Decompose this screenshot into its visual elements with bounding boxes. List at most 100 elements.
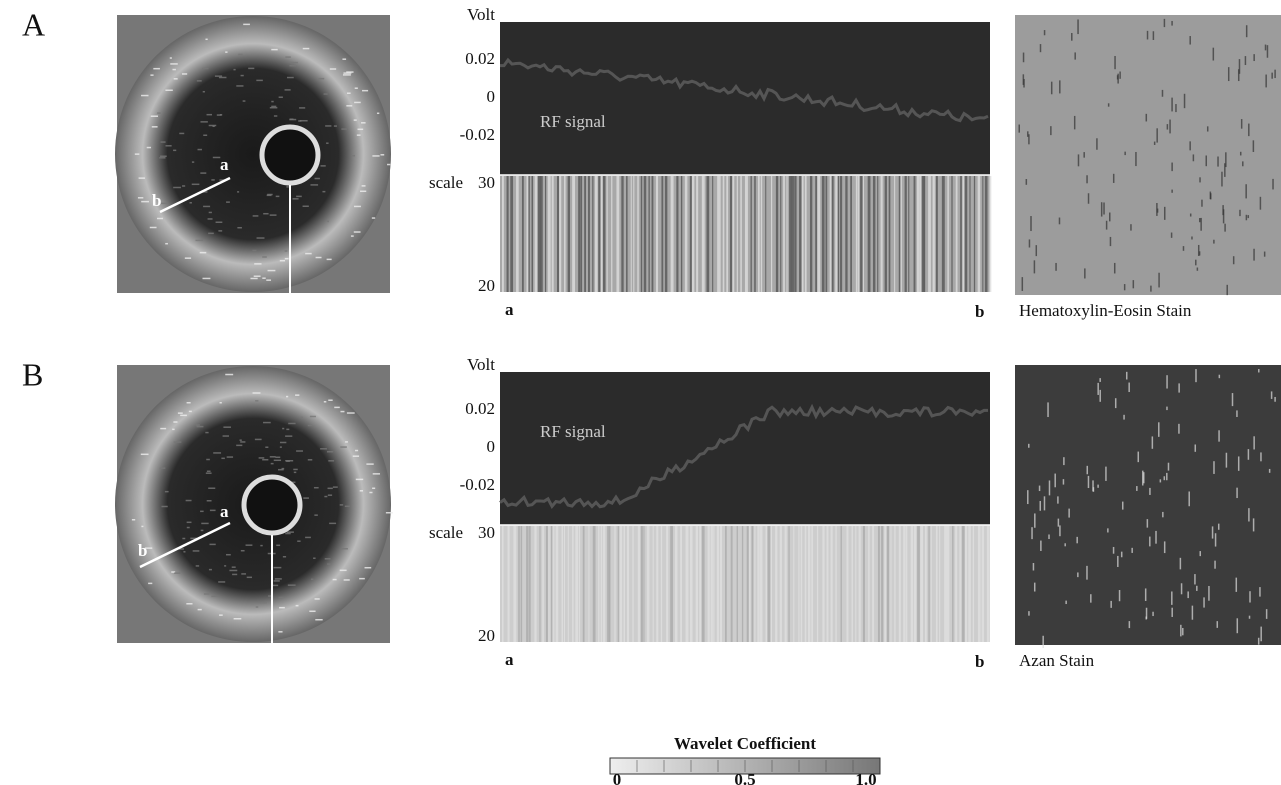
scalogram-stripe [632,526,634,642]
speckle [240,441,246,443]
volt-label: Volt [467,5,495,24]
speckle [315,618,323,621]
speckle [245,544,253,546]
speckle [276,544,281,547]
stain-fiber [1265,74,1267,88]
stain-fiber [1248,615,1251,619]
scalogram-stripe [794,176,797,292]
stain-fiber [1087,193,1090,204]
speckle [266,194,272,197]
scalogram-stripe [837,176,840,292]
scalogram-stripe [881,526,884,642]
range-end: b [975,652,984,671]
scalogram-stripe [921,176,925,292]
stain-fiber [1158,422,1160,437]
speckle [150,115,159,117]
speckle [273,459,282,462]
speckle [233,68,236,71]
scalogram-stripe [783,176,785,292]
stain-fiber [1166,124,1169,130]
scalogram-stripe [670,176,674,292]
stain-fiber [1196,585,1198,591]
scalogram-stripe [804,526,807,642]
speckle [309,415,316,418]
speckle [203,205,211,208]
speckle [269,106,278,109]
speckle [260,544,263,547]
stain-fiber [1028,611,1030,616]
stain-fiber [1107,528,1109,533]
speckle [346,105,353,107]
scalogram-stripe [964,176,968,292]
stain-fiber [1225,152,1227,168]
scale-tick: 30 [478,523,495,542]
scalogram-stripe [736,176,738,292]
stain-fiber [1217,523,1220,530]
colorbar: Wavelet Coefficient 0 0.5 1.0 [609,734,881,785]
signal-label: RF signal [540,422,606,441]
scalogram-stripe [656,526,659,642]
scalogram-stripe [858,526,861,642]
speckle [208,124,217,127]
speckle [208,211,212,214]
stain-fiber [1237,69,1240,82]
scalogram-stripe [884,526,887,642]
stain-fiber [1244,56,1247,66]
stain-fiber [1022,74,1025,85]
stain-fiber [1062,479,1065,485]
stain-fiber [1258,369,1260,373]
stain-fiber [1216,621,1219,628]
speckle [289,118,294,120]
stain-fiber [1236,618,1239,634]
speckle [305,252,312,255]
stain-fiber [1144,588,1147,601]
speckle [284,250,288,252]
scale-tick: 30 [478,173,495,192]
stain-fiber [1068,508,1070,518]
speckle [285,435,293,437]
speckle [134,153,140,155]
speckle [385,512,393,514]
stain-fiber [1058,217,1061,225]
speckle [345,441,348,443]
stain-fiber [1047,402,1049,418]
scalogram-stripe [507,526,510,642]
speckle [196,425,204,428]
speckle [219,179,226,181]
speckle [224,565,227,567]
scalogram-stripe [564,176,566,292]
speckle [231,566,236,568]
stain-fiber [1183,93,1186,109]
scalogram-stripe [600,526,603,642]
speckle [326,142,329,144]
stain-fiber [1171,20,1173,26]
volt-tick: 0 [487,87,496,106]
speckle [209,509,216,512]
stain-fiber [1163,541,1166,554]
speckle [209,543,216,546]
scalogram-stripe [741,526,744,642]
stain-fiber [1152,611,1154,617]
scalogram-stripe [526,176,529,292]
stain-fiber [1166,375,1168,389]
speckle [252,392,261,394]
stain-fiber [1087,475,1090,489]
rf-signal-image [500,372,990,525]
scalogram-stripe [506,176,509,292]
stain-fiber [1264,44,1267,51]
scalogram-stripe [750,176,752,292]
stain-fiber [1146,519,1149,528]
speckle [164,490,169,493]
stain-fiber [1057,518,1060,527]
speckle [237,191,240,193]
scalogram-stripe [904,176,907,292]
scalogram-stripe [572,526,574,642]
stain-fiber [1238,59,1241,74]
scalogram-stripe [637,176,639,292]
scalogram-stripe [815,176,818,292]
scalogram-stripe [775,176,779,292]
scalogram-stripe [526,526,529,642]
scalogram-stripe [685,526,689,642]
speckle [205,431,209,434]
stain-fiber [1112,546,1115,554]
